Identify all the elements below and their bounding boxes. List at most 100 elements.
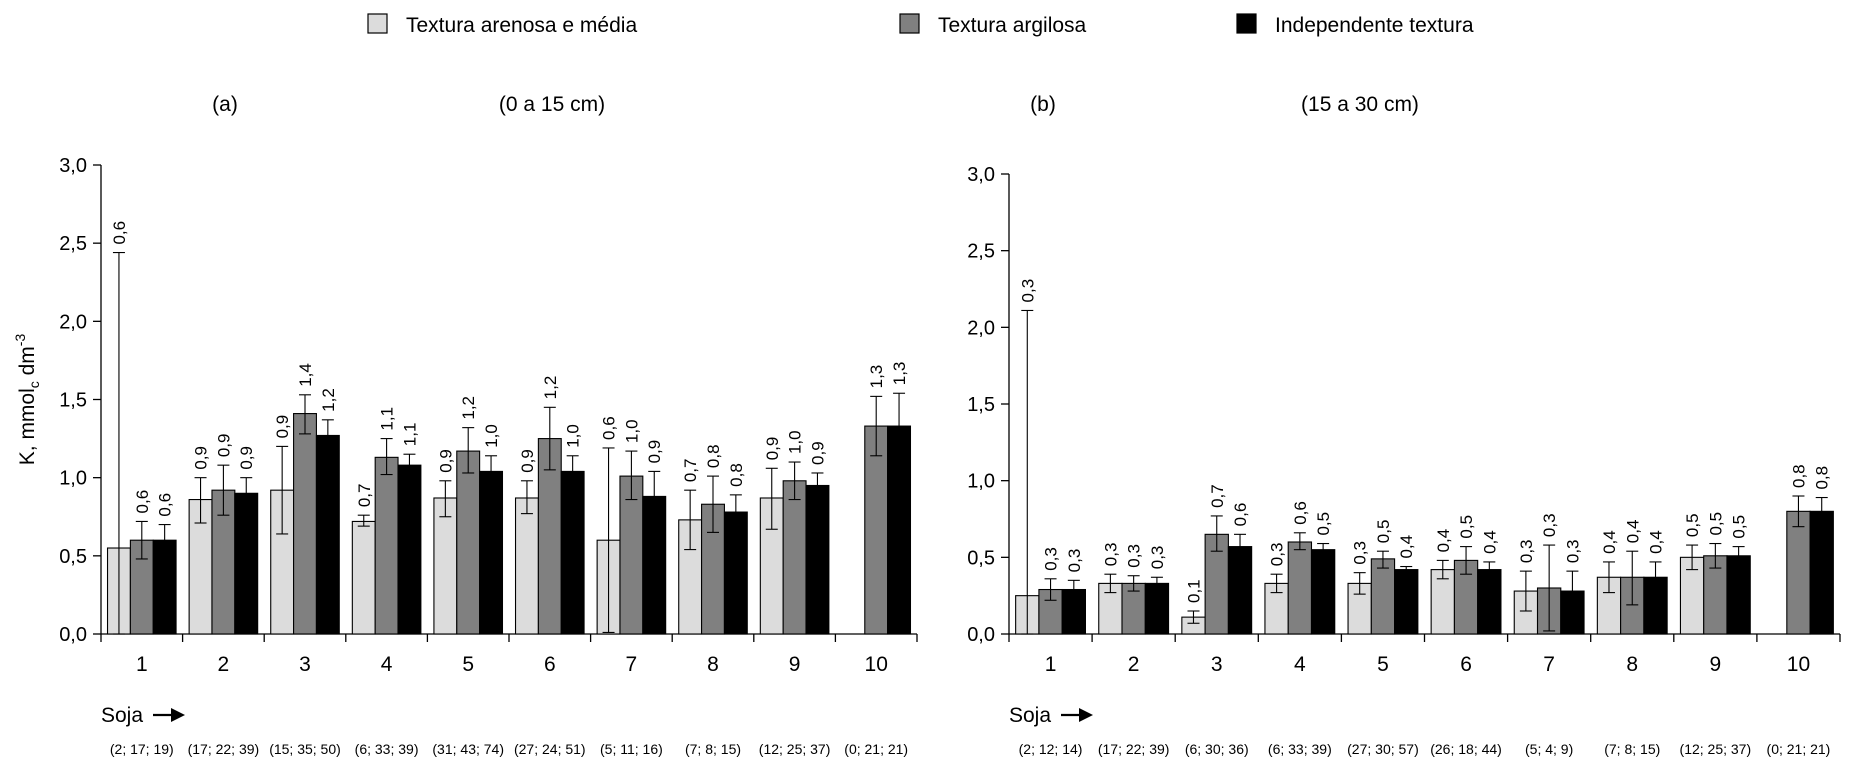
legend-label: Textura argilosa: [938, 14, 1087, 37]
data-label: 1,0: [482, 424, 501, 448]
chart-panel-a: (a) (0 a 15 cm) 0,0 0,5 1,0 1,5 2,0 2,5 3,0 K, mm…: [12, 93, 918, 757]
legend-swatch: [1236, 13, 1257, 34]
bar: [456, 450, 481, 635]
bar: [864, 425, 889, 635]
bar: [315, 434, 340, 635]
bar: [723, 511, 748, 635]
bar: [433, 497, 458, 635]
data-label: 1,0: [622, 419, 641, 443]
x-tick-label: 1: [136, 653, 148, 676]
chart-panel-b: (b) (15 a 30 cm) 0,0 0,5 1,0 1,5 2,0 2,5 3,0 1 (2;…: [967, 93, 1841, 757]
data-label: 1,0: [786, 430, 805, 454]
data-label: 0,3: [1125, 544, 1144, 568]
x-tick-label: 9: [1710, 653, 1722, 676]
data-label: 0,8: [727, 463, 746, 487]
data-label: 0,5: [1314, 512, 1333, 536]
bar: [514, 497, 539, 635]
data-label: 0,5: [1374, 520, 1393, 544]
data-label: 0,3: [1563, 539, 1582, 563]
data-label: 0,4: [1480, 530, 1499, 554]
sample-count-label: (12; 25; 37): [1680, 741, 1752, 757]
data-label: 0,8: [1789, 464, 1808, 488]
data-label: 0,6: [156, 493, 175, 517]
y-tick-label: 2,0: [59, 311, 87, 333]
bar: [782, 480, 807, 635]
x-tick-label: 5: [462, 653, 474, 676]
data-label: 0,3: [1517, 539, 1536, 563]
sample-count-label: (2; 17; 19): [110, 741, 174, 757]
bar: [1310, 549, 1336, 635]
panel-label: (a): [212, 93, 238, 116]
arrow-head-icon: [1079, 708, 1093, 722]
bar: [234, 492, 259, 635]
x-tick-label: 7: [1543, 653, 1555, 676]
data-label: 0,8: [1813, 466, 1832, 490]
x-tick-label: 10: [865, 653, 888, 676]
sample-count-label: (6; 33; 39): [355, 741, 419, 757]
data-label: 0,9: [273, 415, 292, 439]
legend-item: Textura argilosa: [899, 13, 1087, 37]
data-label: 0,3: [1268, 543, 1287, 567]
data-label: 1,2: [459, 396, 478, 420]
bar: [887, 425, 912, 635]
sample-count-label: (31; 43; 74): [432, 741, 504, 757]
x-tick-label: 6: [1460, 653, 1472, 676]
data-label: 0,6: [600, 416, 619, 440]
bar: [1809, 510, 1834, 635]
arrow-head-icon: [171, 708, 185, 722]
data-label: 0,4: [1434, 529, 1453, 553]
x-tick-label: 9: [789, 653, 801, 676]
data-label: 0,6: [133, 490, 152, 514]
x-tick-label: 4: [1294, 653, 1306, 676]
data-label: 1,3: [867, 365, 886, 389]
legend-swatch: [899, 13, 920, 34]
data-label: 0,5: [1706, 512, 1725, 536]
panel-label: (b): [1030, 93, 1056, 116]
data-label: 0,3: [1148, 546, 1167, 570]
y-axis-label: K, mmolc dm-3: [12, 334, 42, 466]
bar: [1227, 546, 1253, 635]
data-label: 0,8: [704, 444, 723, 468]
data-label: 1,2: [541, 376, 560, 400]
legend-item: Textura arenosa e média: [367, 13, 637, 37]
y-tick-label: 1,5: [967, 394, 995, 416]
sample-count-label: (6; 30; 36): [1185, 741, 1249, 757]
y-tick-label: 3,0: [59, 155, 87, 177]
legend-swatch: [367, 13, 388, 34]
data-label: 0,9: [808, 441, 827, 465]
data-label: 0,3: [1042, 547, 1061, 571]
data-label: 0,3: [1018, 279, 1037, 303]
x-tick-label: 7: [626, 653, 638, 676]
sample-count-label: (17; 22; 39): [1098, 741, 1170, 757]
bar: [805, 484, 830, 635]
data-label: 0,3: [1540, 513, 1559, 537]
bar: [1287, 541, 1313, 635]
legend-label: Textura arenosa e média: [406, 14, 637, 37]
data-label: 0,5: [1683, 513, 1702, 537]
sample-count-label: (6; 33; 39): [1268, 741, 1332, 757]
data-label: 0,6: [1231, 503, 1250, 527]
sample-count-label: (0; 21; 21): [1767, 741, 1831, 757]
data-label: 0,4: [1647, 530, 1666, 554]
panel-title: (15 a 30 cm): [1301, 93, 1419, 116]
bar: [397, 464, 422, 635]
x-tick-label: 3: [1211, 653, 1223, 676]
data-label: 0,7: [681, 459, 700, 483]
sample-count-label: (17; 22; 39): [188, 741, 260, 757]
x-axis-label-text: Soja: [1009, 704, 1051, 727]
data-label: 0,6: [110, 221, 129, 245]
sample-count-label: (27; 30; 57): [1347, 741, 1419, 757]
data-label: 1,0: [564, 424, 583, 448]
sample-count-label: (0; 21; 21): [844, 741, 908, 757]
bar: [351, 520, 376, 635]
legend-item: Independente textura: [1236, 13, 1474, 37]
data-label: 1,2: [319, 388, 338, 412]
data-label: 1,3: [890, 362, 909, 386]
sample-count-label: (7; 8; 15): [685, 741, 741, 757]
panel-title: (0 a 15 cm): [499, 93, 605, 116]
legend-label: Independente textura: [1275, 14, 1474, 37]
data-label: 0,3: [1101, 543, 1120, 567]
data-label: 0,4: [1623, 520, 1642, 544]
x-tick-label: 2: [218, 653, 230, 676]
